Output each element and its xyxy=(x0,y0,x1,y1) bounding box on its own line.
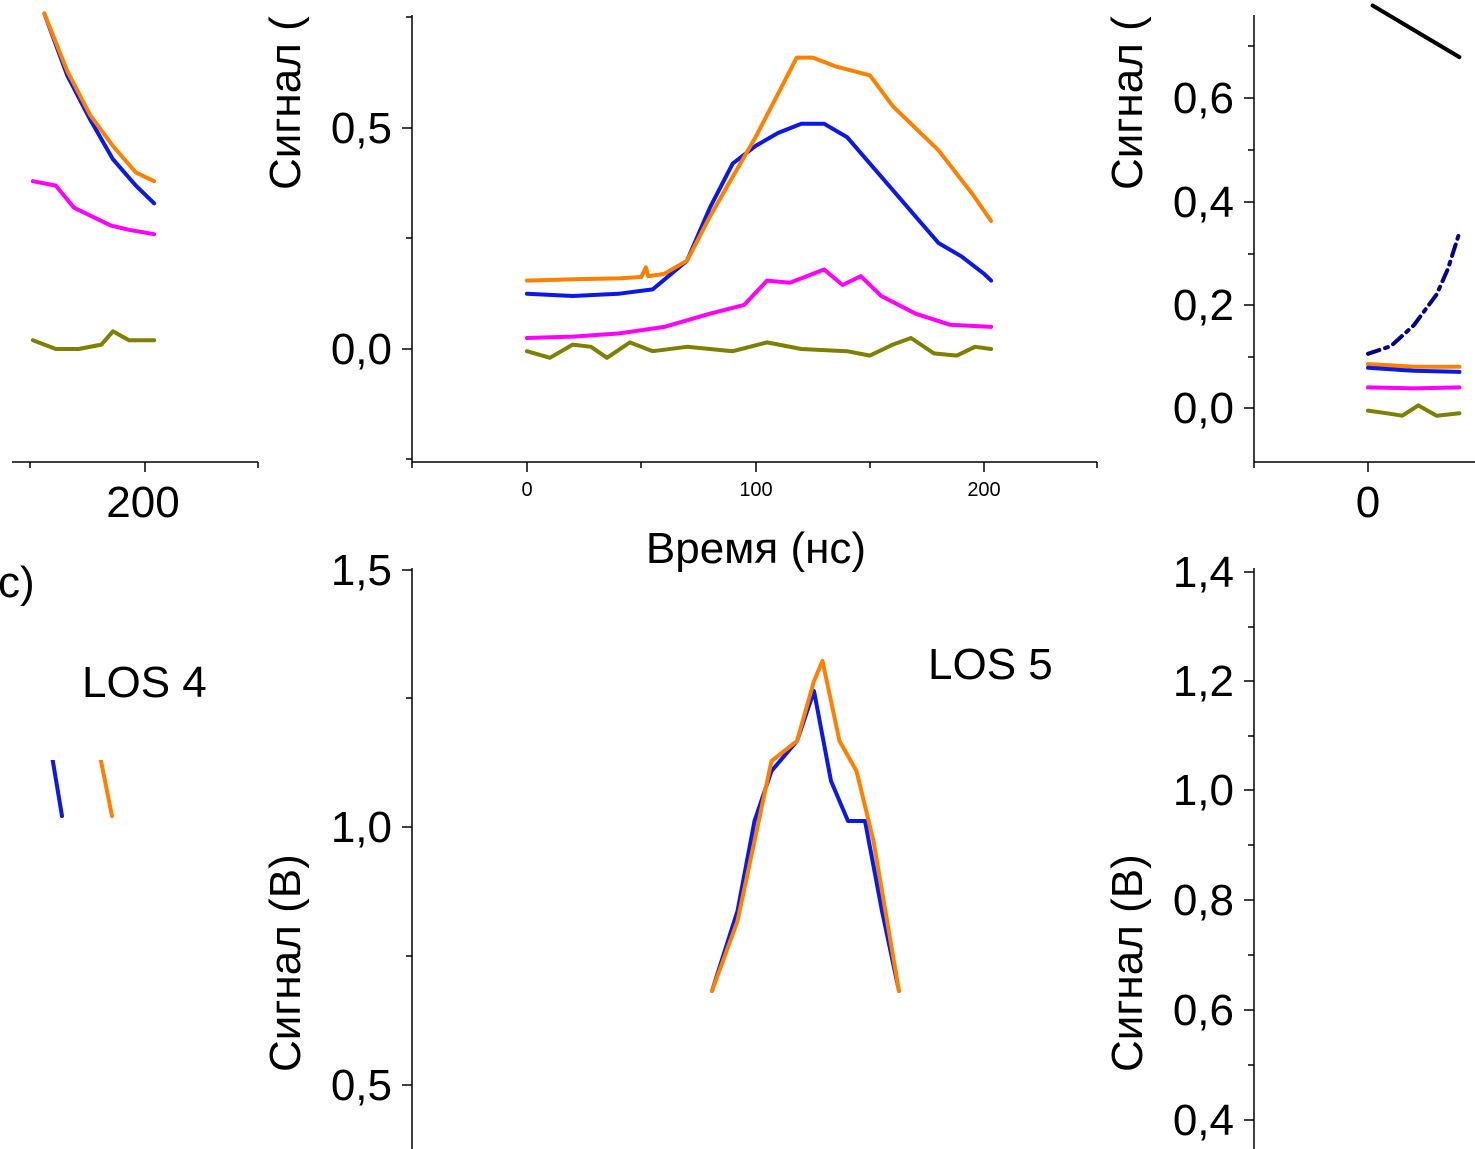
series-line-1 xyxy=(42,11,157,184)
y-axis-label: Сигнал ( xyxy=(1103,16,1152,190)
series-line-3 xyxy=(30,329,157,351)
panel-top-right: 0,6 0,4 0,2 0,0 0 Сигнал ( xyxy=(1103,3,1475,527)
panel-annotation: LOS 4 xyxy=(82,658,207,707)
series-line-2 xyxy=(30,179,157,237)
series-line-1 xyxy=(525,55,994,283)
y-axis-label: Сигнал ( xyxy=(261,16,310,190)
y-tick-label: 1,5 xyxy=(331,546,392,595)
y-tick-label: 0,6 xyxy=(1173,74,1234,123)
series-line-0 xyxy=(1370,3,1462,60)
series-line-1 xyxy=(1366,230,1462,356)
panel-bottom-left: c) LOS 4 xyxy=(0,558,207,818)
series-line-2 xyxy=(1366,362,1462,369)
y-axis-label: Сигнал (В) xyxy=(261,854,310,1072)
y-tick-label: 0,5 xyxy=(331,104,392,153)
y-tick-label: 0,4 xyxy=(1173,1096,1234,1145)
x-axis-label: Время (нс) xyxy=(646,524,866,573)
series-line-0 xyxy=(710,689,901,993)
y-tick-label: 0,0 xyxy=(1173,384,1234,433)
plot-area xyxy=(50,760,114,818)
series-line-1 xyxy=(710,659,901,993)
x-tick-label: 100 xyxy=(739,479,772,501)
y-tick-label: 1,4 xyxy=(1173,548,1234,597)
x-tick-label: 200 xyxy=(106,478,179,527)
series-line-0 xyxy=(98,760,114,818)
x-tick-label: 0 xyxy=(521,479,532,501)
series-line-3 xyxy=(525,336,994,360)
y-tick-label: 0,5 xyxy=(331,1061,392,1110)
x-axis-label-fragment: c) xyxy=(0,558,35,607)
y-tick-label: 1,2 xyxy=(1173,657,1234,706)
y-tick-label: 0,8 xyxy=(1173,876,1234,925)
panel-bottom-middle: 1,5 1,0 0,5 Сигнал (В) LOS 5 xyxy=(261,546,1053,1149)
y-axis-label: Сигнал (В) xyxy=(1103,854,1152,1072)
x-tick-label: 0 xyxy=(1356,478,1380,527)
series-line-4 xyxy=(1366,385,1462,391)
panel-bottom-right: 1,4 1,2 1,0 0,8 0,6 0,4 Сигнал (В) xyxy=(1103,548,1255,1149)
y-tick-label: 0,2 xyxy=(1173,281,1234,330)
series-line-5 xyxy=(1366,403,1462,418)
y-tick-label: 1,0 xyxy=(331,803,392,852)
y-tick-label: 0,6 xyxy=(1173,986,1234,1035)
series-line-0 xyxy=(525,121,994,298)
x-tick-label: 200 xyxy=(967,479,1000,501)
series-line-3 xyxy=(1366,365,1462,374)
plot-area xyxy=(525,55,994,360)
plot-area xyxy=(1366,3,1462,418)
y-tick-label: 0,0 xyxy=(331,325,392,374)
y-tick-label: 1,0 xyxy=(1173,766,1234,815)
panel-top-middle: 0,5 0,0 0 100 200 Время (нс) Сигнал ( xyxy=(261,15,1098,573)
plot-area xyxy=(30,11,157,351)
series-line-2 xyxy=(525,267,994,340)
y-tick-label: 0,4 xyxy=(1173,178,1234,227)
series-line-1 xyxy=(50,760,64,818)
panel-annotation: LOS 5 xyxy=(928,640,1053,689)
panel-top-left: 200 xyxy=(12,11,259,527)
plot-area xyxy=(710,659,901,993)
